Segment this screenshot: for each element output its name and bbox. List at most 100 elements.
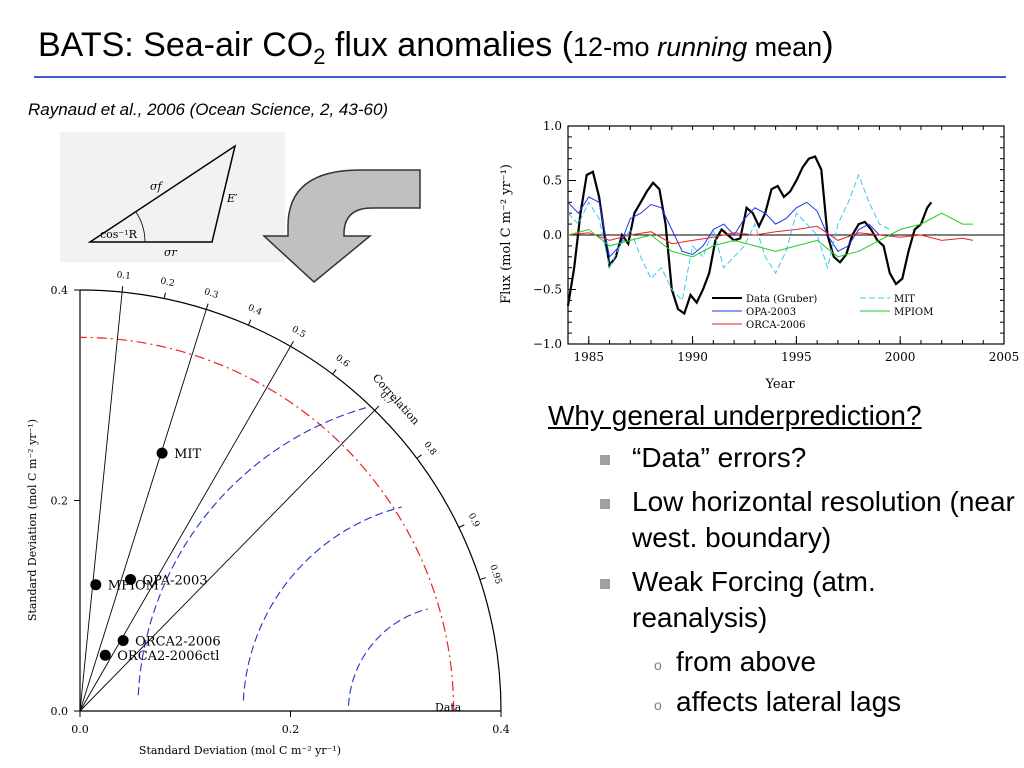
ts-legend-label: OPA-2003 — [746, 307, 796, 318]
taylor-xlabel: Standard Deviation (mol C m⁻² yr⁻¹) — [139, 744, 341, 757]
taylor-x-tick-label: 0.0 — [71, 723, 89, 736]
title-small-italic: running — [657, 32, 748, 62]
ts-x-tick-label: 1995 — [781, 350, 812, 364]
taylor-correlation-ray — [79, 309, 207, 712]
taylor-correlation-tick — [479, 577, 486, 581]
triangle-background — [60, 132, 285, 262]
ts-y-tick-label: −0.5 — [533, 283, 562, 297]
ts-x-tick-label: 2000 — [885, 350, 916, 364]
ts-legend-label: MIT — [894, 294, 915, 305]
ts-legend-label: ORCA-2006 — [746, 320, 805, 331]
taylor-correlation-tick-label: 0.4 — [246, 303, 263, 318]
taylor-point-label: MIT — [174, 447, 201, 462]
taylor-correlation-tick — [121, 286, 124, 293]
title-close: ) — [822, 26, 834, 64]
taylor-y-tick-label: 0.2 — [51, 495, 69, 508]
square-bullet-icon — [600, 579, 610, 589]
taylor-correlation-tick — [458, 524, 465, 528]
label-sigma-r: σr — [164, 246, 178, 259]
bullet-subtext: affects lateral lags — [676, 686, 902, 717]
taylor-reference-arc — [79, 336, 455, 712]
taylor-correlation-ray — [79, 346, 291, 712]
ts-x-tick-label: 1985 — [573, 350, 604, 364]
ts-legend-label: MPIOM — [894, 307, 933, 318]
title-main: BATS: Sea-air CO — [38, 26, 314, 64]
taylor-diagram: 0.10.20.30.40.50.60.70.80.90.950.0 0.2 0.4… — [26, 270, 510, 757]
square-bullet-icon — [600, 455, 610, 465]
taylor-point — [90, 579, 102, 591]
taylor-rms-arc — [347, 608, 428, 706]
bullet-item: Weak Forcing (atm. reanalysis) — [548, 564, 1018, 636]
taylor-x-tick-label: 0.4 — [492, 723, 510, 736]
taylor-reference-label: Data — [435, 701, 462, 714]
ts-xlabel: Year — [764, 377, 795, 392]
taylor-correlation-tick-label: 0.6 — [333, 353, 351, 370]
taylor-correlation-tick — [163, 292, 166, 299]
ts-series-line — [566, 155, 933, 316]
taylor-point-label: ORCA2-2006 — [135, 634, 221, 649]
ts-x-tick-label: 2005 — [989, 350, 1020, 364]
bullet-subitem: o from above — [548, 644, 1018, 680]
ts-series-line — [567, 196, 880, 258]
ts-y-tick-label: 0.5 — [543, 174, 562, 188]
taylor-triangle-diagram: σf E′ cos⁻¹R σr — [60, 132, 285, 262]
ts-y-tick-label: 1.0 — [543, 119, 562, 133]
label-cos: cos⁻¹R — [100, 228, 138, 241]
ts-series-line — [567, 212, 973, 258]
taylor-rms-arc — [242, 506, 402, 701]
curved-arrow-icon — [262, 169, 421, 283]
taylor-correlation-tick-label: 0.1 — [116, 270, 131, 281]
ts-series-line — [567, 173, 891, 302]
bullet-text: “Data” errors? — [632, 442, 807, 473]
ts-y-tick-label: 0.0 — [543, 228, 562, 242]
citation: Raynaud et al., 2006 (Ocean Science, 2, … — [28, 100, 389, 119]
taylor-y-tick-label: 0.4 — [51, 284, 69, 297]
taylor-correlation-ray — [79, 410, 376, 712]
taylor-correlation-tick-label: 0.95 — [487, 563, 503, 585]
ts-legend-label: Data (Gruber) — [746, 294, 817, 305]
slide-title: BATS: Sea-air CO2 flux anomalies (12-mo … — [38, 26, 834, 70]
triangle-shape — [87, 144, 237, 243]
bullet-heading: Why general underprediction? — [548, 400, 922, 431]
taylor-correlation-tick-label: 0.5 — [290, 325, 308, 341]
bullet-text: Weak Forcing (atm. reanalysis) — [632, 566, 876, 633]
taylor-outer-arc — [79, 289, 502, 712]
arrow-shape — [262, 169, 421, 283]
taylor-point — [125, 573, 137, 585]
taylor-y-tick-label: 0.0 — [51, 705, 69, 718]
taylor-x-tick-label: 0.2 — [282, 723, 300, 736]
taylor-point-label: MPIOM — [108, 579, 159, 594]
ts-legend: Data (Gruber) MIT OPA-2003 MPIOM ORCA-2006 — [712, 294, 933, 331]
taylor-correlation-label: Correlation — [370, 371, 422, 427]
label-e-prime: E′ — [226, 192, 238, 205]
taylor-correlation-tick-label: 0.9 — [466, 512, 481, 529]
taylor-point — [156, 447, 168, 459]
bullet-subitem: o affects lateral lags — [548, 684, 1018, 720]
bullet-item: Low horizontal resolution (near west. bo… — [548, 484, 1018, 556]
title-small-b: mean — [747, 32, 823, 62]
ts-x-tick-label: 1990 — [677, 350, 708, 364]
bullet-subtext: from above — [676, 646, 817, 677]
taylor-correlation-tick — [247, 319, 252, 326]
bullet-text: Low horizontal resolution (near west. bo… — [632, 486, 1015, 553]
taylor-correlation-tick — [205, 303, 209, 310]
taylor-ylabel: Standard Deviation (mol C m⁻² yr⁻¹) — [26, 419, 39, 621]
bullet-item: “Data” errors? — [548, 440, 1018, 476]
taylor-correlation-tick-label: 0.8 — [421, 440, 438, 458]
title-mid: flux anomalies ( — [325, 26, 574, 64]
bullet-list: “Data” errors? Low horizontal resolution… — [548, 440, 1018, 720]
taylor-grid: 0.10.20.30.40.50.60.70.80.90.950.0 0.2 0.4… — [51, 270, 510, 736]
label-sigma-f: σf — [150, 180, 164, 193]
ring-bullet-icon: o — [654, 657, 662, 673]
taylor-point-label: ORCA2-2006ctl — [117, 649, 219, 664]
flux-timeseries-chart: 1985 1990 1995 2000 2005 −1.0 −0.5 0.0 0.5 1.0 Da… — [499, 119, 1020, 392]
title-small-a: 12-mo — [573, 32, 658, 62]
taylor-rms-arc — [137, 407, 366, 696]
taylor-correlation-tick-label: 0.2 — [159, 276, 175, 289]
taylor-point — [99, 649, 111, 661]
bullet-panel: Why general underprediction? “Data” erro… — [548, 400, 1018, 724]
taylor-correlation-tick-label: 0.3 — [203, 287, 220, 301]
square-bullet-icon — [600, 499, 610, 509]
ts-ylabel: Flux (mol C m⁻² yr⁻¹) — [499, 164, 514, 304]
